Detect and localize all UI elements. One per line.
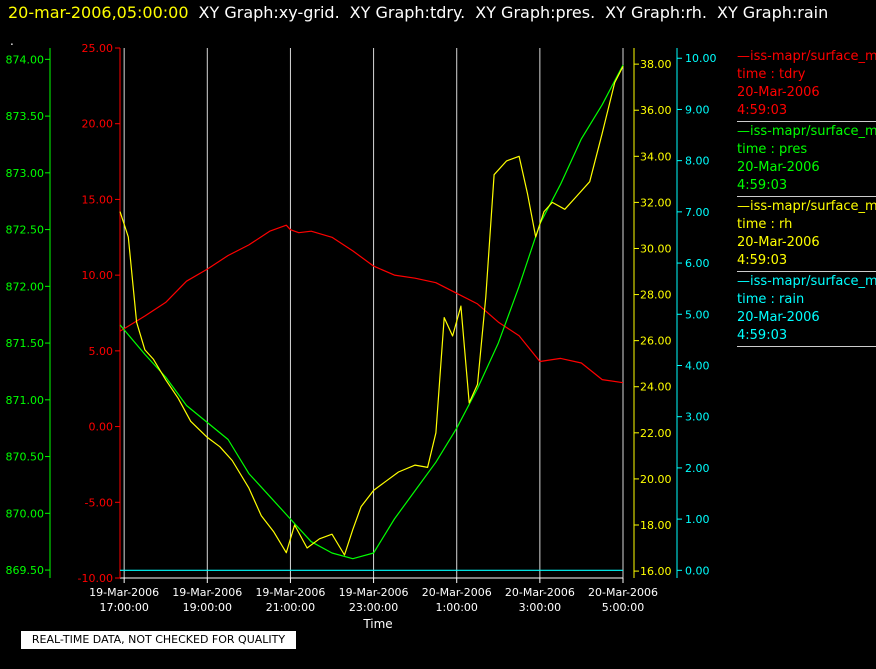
x-tick-label-time: 19:00:00 xyxy=(183,601,232,614)
x-tick-label-date: 19-Mar-2006 xyxy=(339,586,409,599)
legend-entry-tdry: —iss-mapr/surface_m time : tdry 20-Mar-2… xyxy=(737,48,876,122)
y-tick-label-rh: 26.00 xyxy=(640,335,672,348)
y-tick-label-rain: 9.00 xyxy=(685,103,710,116)
legend-series-date: 20-Mar-2006 xyxy=(737,160,820,175)
y-tick-label-rain: 3.00 xyxy=(685,411,710,424)
y-tick-label-pres: 870.00 xyxy=(6,507,45,520)
y-tick-label-rh: 28.00 xyxy=(640,289,672,302)
legend-series-time: 4:59:03 xyxy=(737,178,788,193)
y-tick-label-pres: 872.00 xyxy=(6,280,45,293)
y-tick-label-rh: 30.00 xyxy=(640,242,672,255)
y-tick-label-rh: 18.00 xyxy=(640,519,672,532)
y-tick-label-rh: 16.00 xyxy=(640,565,672,578)
y-tick-label-tdry: 5.00 xyxy=(89,345,114,358)
y-tick-label-rh: 32.00 xyxy=(640,196,672,209)
legend-series-label: time : pres xyxy=(737,142,808,157)
y-tick-label-rh: 38.00 xyxy=(640,58,672,71)
y-tick-label-tdry: -10.00 xyxy=(78,572,113,585)
x-tick-label-date: 19-Mar-2006 xyxy=(172,586,242,599)
y-tick-label-rh: 34.00 xyxy=(640,150,672,163)
x-tick-label-time: 17:00:00 xyxy=(99,601,148,614)
legend-series-time: 4:59:03 xyxy=(737,328,788,343)
series-pres-line xyxy=(119,64,624,560)
legend-series-label: time : rh xyxy=(737,217,793,232)
y-tick-label-tdry: 10.00 xyxy=(82,269,114,282)
series-rh-line xyxy=(119,66,624,556)
y-tick-label-tdry: 25.00 xyxy=(82,42,114,55)
x-tick-label-date: 20-Mar-2006 xyxy=(588,586,658,599)
y-tick-label-pres: 873.50 xyxy=(6,110,45,123)
y-tick-label-tdry: 0.00 xyxy=(89,421,114,434)
y-tick-label-pres: 871.00 xyxy=(6,394,45,407)
header-item-rh: XY Graph:rh. xyxy=(605,3,707,22)
x-tick-label-date: 19-Mar-2006 xyxy=(89,586,159,599)
legend-series-date: 20-Mar-2006 xyxy=(737,310,820,325)
x-tick-label-time: 3:00:00 xyxy=(519,601,561,614)
legend-series-date: 20-Mar-2006 xyxy=(737,85,820,100)
x-tick-label-time: 23:00:00 xyxy=(349,601,398,614)
y-tick-label-rh: 20.00 xyxy=(640,473,672,486)
y-tick-label-rain: 5.00 xyxy=(685,308,710,321)
header-item-xy-grid: XY Graph:xy-grid. xyxy=(198,3,340,22)
y-tick-label-rain: 2.00 xyxy=(685,462,710,475)
y-tick-label-rain: 7.00 xyxy=(685,206,710,219)
legend-series-date: 20-Mar-2006 xyxy=(737,235,820,250)
y-tick-label-rain: 4.00 xyxy=(685,359,710,372)
legend-entry-rh: —iss-mapr/surface_m time : rh 20-Mar-200… xyxy=(737,198,876,272)
y-tick-label-rh: 22.00 xyxy=(640,427,672,440)
y-tick-label-pres: 870.50 xyxy=(6,451,45,464)
y-tick-label-rh: 24.00 xyxy=(640,381,672,394)
y-tick-label-rain: 1.00 xyxy=(685,513,710,526)
legend-entry-rain: —iss-mapr/surface_m time : rain 20-Mar-2… xyxy=(737,273,876,347)
legend-series-name: —iss-mapr/surface_m xyxy=(737,124,876,139)
header-timestamp: 20-mar-2006,05:00:00 xyxy=(8,3,189,22)
y-tick-label-rain: 10.00 xyxy=(685,52,717,65)
x-axis-title: Time xyxy=(363,617,393,631)
y-tick-label-pres: 874.00 xyxy=(6,53,45,66)
x-tick-label-time: 5:00:00 xyxy=(602,601,644,614)
y-tick-label-tdry: 20.00 xyxy=(82,118,114,131)
y-tick-label-rain: 0.00 xyxy=(685,564,710,577)
header-bar: 20-mar-2006,05:00:00 XY Graph:xy-grid. XY … xyxy=(8,3,828,22)
legend-series-name: —iss-mapr/surface_m xyxy=(737,199,876,214)
legend-series-time: 4:59:03 xyxy=(737,253,788,268)
x-tick-label-date: 20-Mar-2006 xyxy=(505,586,575,599)
x-tick-label-time: 1:00:00 xyxy=(436,601,478,614)
y-tick-label-tdry: -5.00 xyxy=(85,496,113,509)
y-tick-label-pres: 873.00 xyxy=(6,167,45,180)
x-tick-label-date: 19-Mar-2006 xyxy=(255,586,325,599)
y-tick-label-rain: 8.00 xyxy=(685,155,710,168)
y-tick-label-pres: 872.50 xyxy=(6,224,45,237)
x-tick-label-time: 21:00:00 xyxy=(266,601,315,614)
legend-series-name: —iss-mapr/surface_m xyxy=(737,49,876,64)
header-item-rain: XY Graph:rain xyxy=(716,3,829,22)
legend-series-time: 4:59:03 xyxy=(737,103,788,118)
header-item-tdry: XY Graph:tdry. xyxy=(349,3,466,22)
y-tick-label-rh: 36.00 xyxy=(640,104,672,117)
quality-disclaimer: REAL-TIME DATA, NOT CHECKED FOR QUALITY xyxy=(21,631,296,649)
y-tick-label-pres: 869.50 xyxy=(6,564,45,577)
legend-entry-pres: —iss-mapr/surface_m time : pres 20-Mar-2… xyxy=(737,123,876,197)
legend-series-label: time : tdry xyxy=(737,67,806,82)
legend-series-name: —iss-mapr/surface_m xyxy=(737,274,876,289)
header-dot: . xyxy=(10,34,14,48)
y-tick-label-pres: 871.50 xyxy=(6,337,45,350)
x-tick-label-date: 20-Mar-2006 xyxy=(422,586,492,599)
header-item-pres: XY Graph:pres. xyxy=(475,3,596,22)
y-tick-label-tdry: 15.00 xyxy=(82,193,114,206)
legend: —iss-mapr/surface_m time : tdry 20-Mar-2… xyxy=(737,48,876,348)
series-tdry-line xyxy=(119,224,624,384)
y-tick-label-rain: 6.00 xyxy=(685,257,710,270)
legend-series-label: time : rain xyxy=(737,292,805,307)
